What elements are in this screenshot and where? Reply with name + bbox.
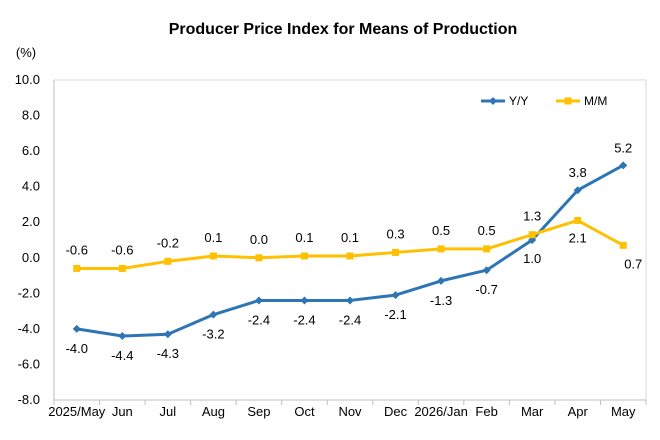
data-label-mm: -0.6 bbox=[111, 242, 133, 257]
data-point-mm bbox=[209, 252, 217, 260]
data-label-mm: 0.1 bbox=[295, 230, 313, 245]
data-point-yy bbox=[391, 291, 400, 300]
x-tick-label: Feb bbox=[475, 404, 497, 419]
data-label-yy: -2.4 bbox=[293, 312, 315, 327]
legend-marker bbox=[564, 97, 572, 105]
data-point-yy bbox=[482, 266, 491, 275]
data-point-mm bbox=[255, 254, 263, 262]
legend-label: M/M bbox=[584, 94, 607, 108]
data-label-yy: -3.2 bbox=[202, 327, 224, 342]
data-label-mm: 0.1 bbox=[204, 230, 222, 245]
data-point-mm bbox=[164, 257, 172, 265]
data-label-yy: 3.8 bbox=[569, 165, 587, 180]
data-label-yy: -4.4 bbox=[111, 348, 133, 363]
x-tick-label: 2025/May bbox=[48, 404, 106, 419]
data-label-mm: 0.7 bbox=[624, 256, 642, 271]
y-tick-label: 4.0 bbox=[22, 179, 40, 194]
y-tick-label: -2.0 bbox=[18, 285, 40, 300]
x-tick-label: Aug bbox=[202, 404, 225, 419]
data-label-yy: -1.3 bbox=[430, 293, 452, 308]
data-point-yy bbox=[209, 310, 218, 319]
data-label-yy: 5.2 bbox=[614, 140, 632, 155]
data-point-mm bbox=[73, 264, 81, 272]
data-point-yy bbox=[72, 324, 81, 333]
x-tick-label: Apr bbox=[568, 404, 589, 419]
data-label-yy: -4.3 bbox=[157, 346, 179, 361]
y-tick-label: 8.0 bbox=[22, 108, 40, 123]
legend-marker bbox=[489, 97, 497, 105]
data-label-yy: -2.4 bbox=[248, 312, 270, 327]
data-point-mm bbox=[437, 245, 445, 253]
y-tick-label: 6.0 bbox=[22, 143, 40, 158]
data-label-yy: -2.4 bbox=[339, 312, 361, 327]
data-label-mm: -0.6 bbox=[66, 242, 88, 257]
data-label-mm: 0.0 bbox=[250, 232, 268, 247]
x-tick-label: 2026/Jan bbox=[414, 404, 468, 419]
data-point-yy bbox=[163, 330, 172, 339]
data-point-mm bbox=[346, 252, 354, 260]
y-tick-label: 0.0 bbox=[22, 250, 40, 265]
data-point-yy bbox=[254, 296, 263, 305]
data-labels-layer: -4.0 -4.4 -4.3 -3.2 -2.4 -2.4 -2.4 -2.1 -1.3 -0.7… bbox=[66, 140, 643, 363]
data-point-mm bbox=[483, 245, 491, 253]
x-tick-label: Nov bbox=[338, 404, 362, 419]
y-tick-label: -4.0 bbox=[18, 321, 40, 336]
data-point-yy bbox=[619, 161, 628, 170]
data-point-mm bbox=[619, 241, 627, 249]
y-tick-label: -8.0 bbox=[18, 392, 40, 407]
data-point-yy bbox=[437, 276, 446, 285]
data-label-yy: 1.0 bbox=[523, 251, 541, 266]
data-point-yy bbox=[573, 186, 582, 195]
series-line-yy bbox=[76, 164, 624, 338]
data-point-yy bbox=[118, 332, 127, 340]
data-label-yy: -2.1 bbox=[384, 307, 406, 322]
x-tick-label: Jun bbox=[112, 404, 133, 419]
data-label-yy: -4.0 bbox=[66, 341, 88, 356]
x-tick-label: Mar bbox=[521, 404, 544, 419]
y-tick-label: 2.0 bbox=[22, 214, 40, 229]
data-label-mm: -0.2 bbox=[157, 235, 179, 250]
legend: Y/Y M/M bbox=[481, 94, 607, 108]
x-tick-label: May bbox=[611, 404, 636, 419]
axes-layer: 10.0 8.0 6.0 4.0 2.0 0.0 -2.0 -4.0 -6.0 -8.0 2025/… bbox=[15, 72, 647, 419]
x-tick-label: Sep bbox=[247, 404, 270, 419]
data-label-mm: 0.3 bbox=[386, 226, 404, 241]
data-label-mm: 1.3 bbox=[523, 209, 541, 224]
x-tick-label: Jul bbox=[160, 404, 177, 419]
x-tick-label: Oct bbox=[294, 404, 315, 419]
legend-label: Y/Y bbox=[509, 94, 528, 108]
x-tick-label: Dec bbox=[384, 404, 408, 419]
data-label-mm: 0.1 bbox=[341, 230, 359, 245]
data-label-mm: 2.1 bbox=[569, 230, 587, 245]
y-tick-label: 10.0 bbox=[15, 72, 40, 87]
data-point-yy bbox=[300, 296, 309, 305]
series-layer bbox=[72, 161, 628, 340]
data-point-yy bbox=[346, 296, 354, 305]
data-point-mm bbox=[118, 264, 126, 272]
data-label-mm: 0.5 bbox=[478, 223, 496, 238]
data-point-mm bbox=[300, 252, 308, 260]
chart-title: Producer Price Index for Means of Produc… bbox=[169, 21, 518, 38]
y-tick-label: -6.0 bbox=[18, 356, 40, 371]
data-point-mm bbox=[574, 216, 582, 224]
data-point-mm bbox=[392, 248, 400, 256]
y-axis-unit-label: (%) bbox=[16, 45, 36, 60]
data-point-mm bbox=[528, 231, 536, 239]
data-label-mm: 0.5 bbox=[432, 223, 450, 238]
data-label-yy: -0.7 bbox=[475, 282, 497, 297]
